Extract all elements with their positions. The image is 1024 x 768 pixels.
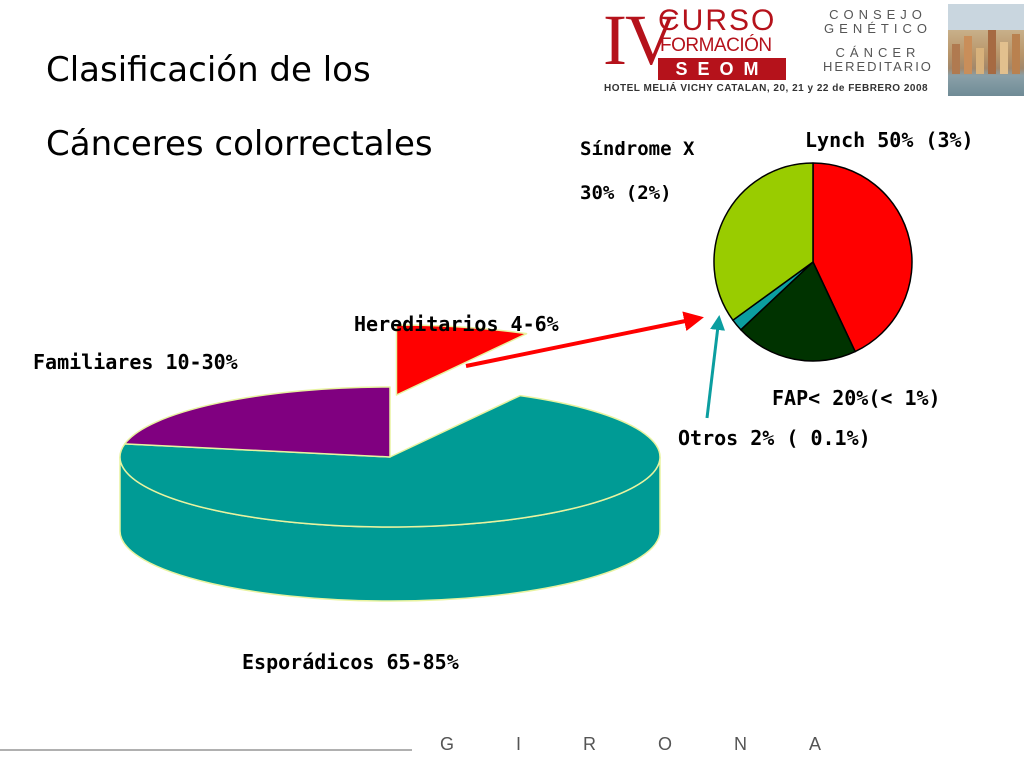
course-logo: IV CURSO FORMACIÓN SEOM CONSEJO GENÉTICO…	[600, 4, 1024, 98]
logo-curso: CURSO	[658, 4, 777, 37]
label-sindrome-x-line1: Síndrome X	[580, 138, 695, 160]
slide-title-line-1: Clasificación de los	[46, 50, 371, 90]
label-esporadicos: Esporádicos 65-85%	[242, 650, 459, 674]
logo-consejo-line: CONSEJO	[829, 7, 927, 22]
logo-formacion: FORMACIÓN	[660, 35, 772, 56]
pie-slice-hereditarios	[395, 324, 528, 396]
pie-slice-esporadicos	[119, 394, 661, 528]
logo-consejo-line: CÁNCER	[835, 45, 921, 60]
label-hereditarios: Hereditarios 4-6%	[354, 312, 559, 336]
arrow-hereditarios-to-breakdown	[465, 311, 704, 368]
arrow-otros-to-slice	[705, 315, 726, 419]
footer-city: GIRONA	[440, 734, 884, 754]
label-otros: Otros 2% ( 0.1%)	[678, 426, 871, 450]
logo-hotel-dates: HOTEL MELIÁ VICHY CATALAN, 20, 21 y 22 d…	[604, 83, 929, 94]
footer-rule	[0, 749, 412, 751]
logo-consejo-line: HEREDITARIO	[823, 59, 933, 74]
pie-slice-lynch	[812, 162, 913, 353]
logo-seom: SEOM	[658, 58, 786, 80]
pie-slice-sindrome-x	[713, 162, 814, 321]
label-lynch: Lynch 50% (3%)	[805, 128, 974, 152]
sporadic-familial-hereditary-pie	[119, 324, 661, 602]
girona-photo	[948, 4, 1024, 96]
pie-slice-fap	[740, 261, 856, 362]
label-fap: FAP< 20%(< 1%)	[772, 386, 941, 410]
slide-title-line-2: Cánceres colorrectales	[46, 124, 433, 164]
logo-consejo-line: GENÉTICO	[824, 21, 932, 36]
label-familiares: Familiares 10-30%	[33, 350, 238, 374]
connector-arrows	[465, 311, 726, 419]
logo-consejo: CONSEJO GENÉTICO CÁNCER HEREDITARIO	[814, 8, 942, 74]
label-sindrome-x-line2: 30% (2%)	[580, 182, 672, 204]
pie-slice-familiares	[124, 386, 391, 458]
hereditary-breakdown-pie	[713, 162, 913, 362]
